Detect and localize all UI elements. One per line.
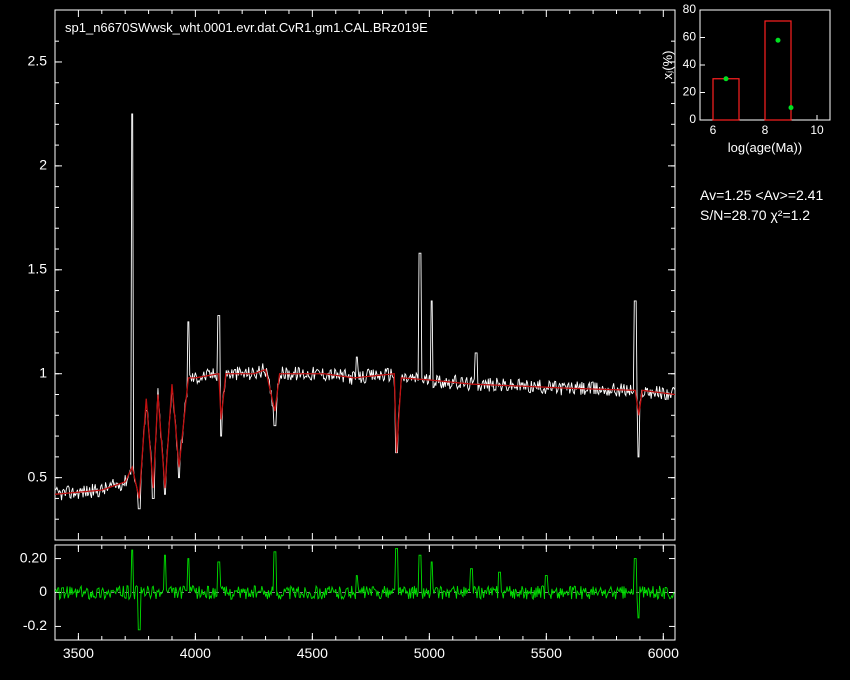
inset-bar <box>765 21 791 120</box>
svg-text:3500: 3500 <box>63 645 94 661</box>
svg-text:5500: 5500 <box>531 645 562 661</box>
svg-text:log(age(Ma)): log(age(Ma)) <box>728 140 802 155</box>
model-line <box>55 370 675 499</box>
svg-text:40: 40 <box>683 57 697 71</box>
stats-line2: S/N=28.70 χ²=1.2 <box>700 207 810 223</box>
svg-text:Av=1.25 <Av>=2.41: Av=1.25 <Av>=2.41 <box>700 187 823 203</box>
inset-point <box>776 38 781 43</box>
svg-text:0: 0 <box>689 112 696 126</box>
inset-bar <box>713 79 739 120</box>
svg-text:10: 10 <box>810 123 824 137</box>
inset-point <box>789 105 794 110</box>
svg-text:4500: 4500 <box>297 645 328 661</box>
svg-text:1: 1 <box>39 364 47 380</box>
svg-text:80: 80 <box>683 2 697 16</box>
svg-text:0: 0 <box>39 583 47 599</box>
svg-text:1.5: 1.5 <box>28 261 48 277</box>
inset-point <box>724 76 729 81</box>
residual-line <box>55 548 675 629</box>
svg-text:6: 6 <box>710 123 717 137</box>
svg-text:4000: 4000 <box>180 645 211 661</box>
svg-text:0.5: 0.5 <box>28 468 48 484</box>
svg-text:60: 60 <box>683 30 697 44</box>
svg-text:2.5: 2.5 <box>28 53 48 69</box>
svg-text:sp1_n6670SWwsk_wht.0001.evr.da: sp1_n6670SWwsk_wht.0001.evr.dat.CvR1.gm1… <box>65 20 428 35</box>
svg-text:20: 20 <box>683 85 697 99</box>
spectrum-figure: 0.5 1 1.5 2 2.5 sp1_n6670SWwsk_wht.0001.evr.d… <box>0 0 850 680</box>
svg-text:xⱼ(%): xⱼ(%) <box>660 51 675 80</box>
svg-text:2: 2 <box>39 157 47 173</box>
svg-text:-0.2: -0.2 <box>23 617 47 633</box>
spectrum-line <box>55 114 675 509</box>
svg-text:5000: 5000 <box>414 645 445 661</box>
svg-text:8: 8 <box>762 123 769 137</box>
svg-text:0.20: 0.20 <box>20 549 47 565</box>
svg-text:6000: 6000 <box>648 645 679 661</box>
